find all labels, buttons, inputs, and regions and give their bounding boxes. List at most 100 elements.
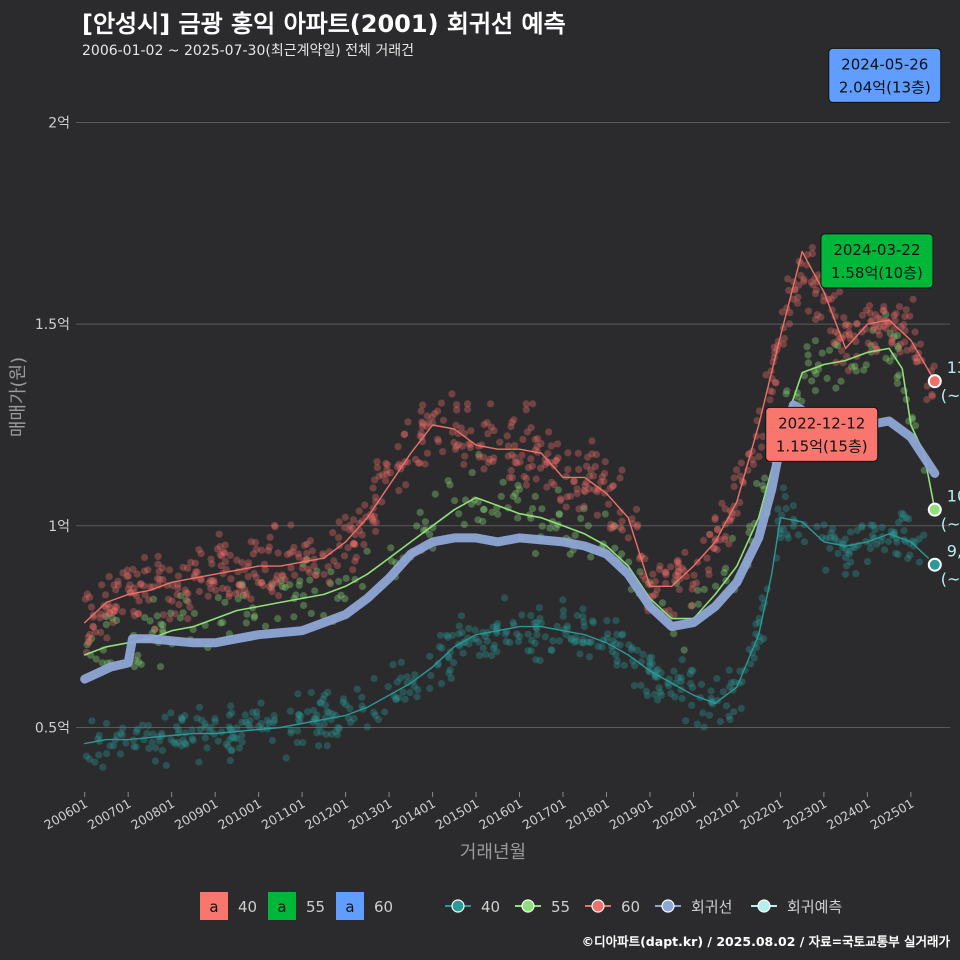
scatter-point-60 [736,472,745,480]
scatter-point-60 [100,602,108,610]
scatter-point-40 [410,682,418,690]
scatter-point-60 [141,591,149,599]
scatter-point-55 [159,621,167,629]
x-tick-label: 201501 [433,796,482,833]
series-lines [80,250,940,745]
scatter-point-40 [830,533,839,541]
scatter-point-40 [892,549,900,558]
scatter-point-60 [504,442,512,450]
scatter-point-40 [443,631,451,639]
scatter-point-40 [116,750,125,758]
x-tick-label: 201801 [563,796,612,833]
scatter-point-60 [383,466,391,474]
scatter-point-40 [841,570,850,578]
scatter-point-60 [129,565,137,574]
scatter-point-60 [144,566,152,574]
scatter-point-40 [841,535,849,543]
scatter-point-60 [89,622,97,631]
scatter-point-55 [268,581,276,589]
scatter-point-60 [335,534,343,542]
scatter-point-40 [867,521,875,529]
scatter-point-60 [634,521,642,529]
chart-title: [안성시] 금광 홍익 아파트(2001) 회귀선 예측 [82,10,566,38]
scatter-point-60 [278,571,286,579]
scatter-point-55 [135,658,143,666]
scatter-point-55 [134,651,142,659]
scatter-point-40 [434,660,442,668]
scatter-point-55 [157,620,165,628]
scatter-point-40 [482,650,490,659]
scatter-point-40 [613,657,621,665]
scatter-point-55 [867,342,875,350]
scatter-point-40 [904,554,912,563]
scatter-point-40 [858,522,866,530]
endpoint-marker-40 [927,557,942,572]
scatter-point-40 [628,646,636,654]
scatter-point-40 [323,742,331,750]
scatter-point-40 [347,718,355,727]
scatter-point-40 [873,540,881,548]
scatter-point-40 [613,630,621,639]
scatter-point-60 [522,481,531,489]
scatter-point-60 [101,591,110,599]
scatter-point-60 [858,328,866,336]
scatter-point-60 [808,250,817,258]
scatter-point-40 [906,551,914,559]
scatter-point-60 [457,424,465,432]
scatter-point-40 [319,695,327,703]
scatter-point-60 [836,288,844,296]
scatter-point-40 [536,656,544,665]
scatter-point-60 [871,341,879,349]
scatter-point-40 [682,717,690,725]
scatter-point-40 [535,604,544,612]
scatter-point-40 [620,661,628,669]
scatter-point-60 [807,278,815,286]
scatter-point-60 [205,579,213,587]
scatter-point-60 [511,458,519,467]
scatter-point-55 [746,522,754,531]
scatter-point-40 [293,727,302,735]
scatter-point-60 [888,338,896,346]
scatter-point-60 [879,306,887,314]
scatter-point-40 [841,553,850,562]
scatter-point-40 [268,736,277,745]
scatter-point-55 [217,619,225,627]
scatter-point-60 [106,609,114,617]
scatter-point-40 [580,623,589,631]
scatter-point-60 [628,515,636,523]
chart-subtitle: 2006-01-02 ~ 2025-07-30(최근계약일) 전체 거래건 [82,43,414,59]
scatter-point-55 [335,577,343,586]
scatter-point-60 [749,456,757,464]
scatter-point-60 [173,591,181,599]
scatter-point-40 [122,739,130,747]
scatter-point-60 [418,418,426,426]
scatter-point-40 [119,724,127,732]
scatter-point-60 [137,580,145,588]
y-tick-label: 1.5억 [35,317,70,333]
scatter-point-60 [671,577,679,585]
scatter-point-40 [483,637,491,645]
scatter-point-40 [310,706,318,715]
scatter-point-60 [692,579,701,587]
scatter-point-60 [641,555,649,563]
scatter-point-60 [800,277,808,286]
scatter-point-40 [580,618,588,626]
scatter-point-40 [295,710,303,719]
scatter-point-60 [520,472,528,481]
scatter-point-60 [312,571,320,579]
scatter-point-40 [413,693,421,701]
scatter-point-55 [446,481,454,489]
scatter-point-60 [156,575,164,583]
scatter-point-60 [264,547,273,555]
scatter-point-40 [167,709,175,717]
x-tick-label: 200901 [172,796,221,833]
scatter-point-40 [789,502,798,510]
legend-glyph: a [345,898,354,916]
scatter-point-40 [394,694,403,702]
scatter-point-40 [716,717,725,726]
scatter-point-40 [257,719,265,728]
scatter-point-60 [118,608,126,616]
scatter-point-60 [518,451,526,459]
scatter-point-40 [226,757,234,765]
scatter-point-40 [307,688,315,697]
